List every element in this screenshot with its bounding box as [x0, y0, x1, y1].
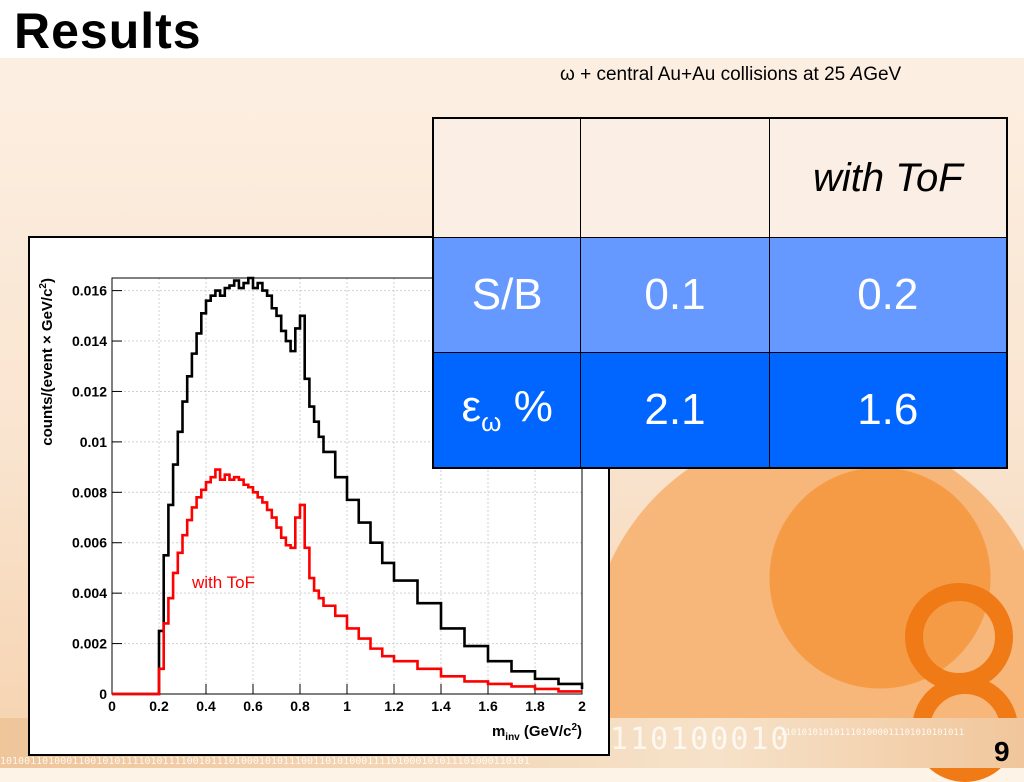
- series-line-all: [112, 276, 584, 696]
- series-line-with-tof: [112, 468, 582, 696]
- title-bar-background: [0, 0, 1024, 58]
- row-label-main: S/B: [471, 270, 543, 319]
- y-tick-label: 0.002: [72, 636, 107, 652]
- y-tick-label: 0.014: [72, 333, 107, 349]
- orange-ring-decoration: [905, 583, 1013, 691]
- table-cell: 0.1: [580, 237, 770, 353]
- y-tick-label: 0.012: [72, 383, 107, 399]
- binary-text: 1010011010001100101011110101111001011101…: [0, 756, 530, 767]
- binary-text: 1101010101011101000011101010101011: [780, 728, 965, 738]
- row-label: εω %: [432, 352, 582, 469]
- x-tick-label: 0.2: [149, 698, 169, 714]
- row-label: S/B: [432, 237, 582, 353]
- table-cell: 1.6: [768, 352, 1008, 469]
- table-row: S/B 0.1 0.2: [432, 237, 1008, 353]
- row-label-main: ε: [461, 382, 482, 431]
- slide-title: Results: [14, 3, 202, 59]
- subtitle-text: ω + central Au+Au collisions at 25: [560, 64, 851, 85]
- x-tick-label: 1: [343, 698, 351, 714]
- table-header-cell: [580, 117, 770, 238]
- y-tick-label: 0.01: [80, 434, 107, 450]
- subtitle-italic: A: [850, 64, 864, 85]
- y-tick-label: 0.004: [72, 585, 107, 601]
- row-label-tail: %: [501, 382, 553, 431]
- subtitle-unit: GeV: [863, 64, 902, 85]
- x-tick-label: 1.8: [525, 698, 545, 714]
- table-header-cell: [432, 117, 582, 238]
- y-tick-label: 0.006: [72, 535, 107, 551]
- table-row: εω % 2.1 1.6: [432, 352, 1008, 469]
- table-header-row: with ToF: [432, 117, 1008, 238]
- x-tick-label: 2: [578, 698, 586, 714]
- binary-text: 110100010: [610, 722, 791, 757]
- results-table: with ToF S/B 0.1 0.2 εω % 2.1 1.6: [432, 117, 1008, 469]
- x-tick-label: 0.4: [196, 698, 216, 714]
- y-tick-label: 0: [99, 686, 107, 702]
- x-tick-label: 0: [108, 698, 116, 714]
- table-header-cell: with ToF: [768, 117, 1008, 238]
- y-axis-label: counts/(event × GeV/c2): [38, 278, 56, 446]
- table-cell: 2.1: [580, 352, 770, 469]
- x-tick-label: 1.2: [384, 698, 404, 714]
- x-axis-label: minv (GeV/c2): [492, 722, 582, 743]
- y-tick-label: 0.016: [72, 283, 107, 299]
- slide-subtitle: ω + central Au+Au collisions at 25 AGeV: [560, 64, 901, 86]
- y-tick-label: 0.008: [72, 484, 107, 500]
- row-label-sub: ω: [481, 407, 502, 437]
- x-tick-label: 1.6: [478, 698, 498, 714]
- x-tick-label: 0.6: [243, 698, 263, 714]
- table-cell: 0.2: [768, 237, 1008, 353]
- page-number: 9: [994, 736, 1010, 767]
- x-tick-label: 0.8: [290, 698, 310, 714]
- x-tick-label: 1.4: [431, 698, 451, 714]
- with-tof-annotation: with ToF: [191, 573, 255, 592]
